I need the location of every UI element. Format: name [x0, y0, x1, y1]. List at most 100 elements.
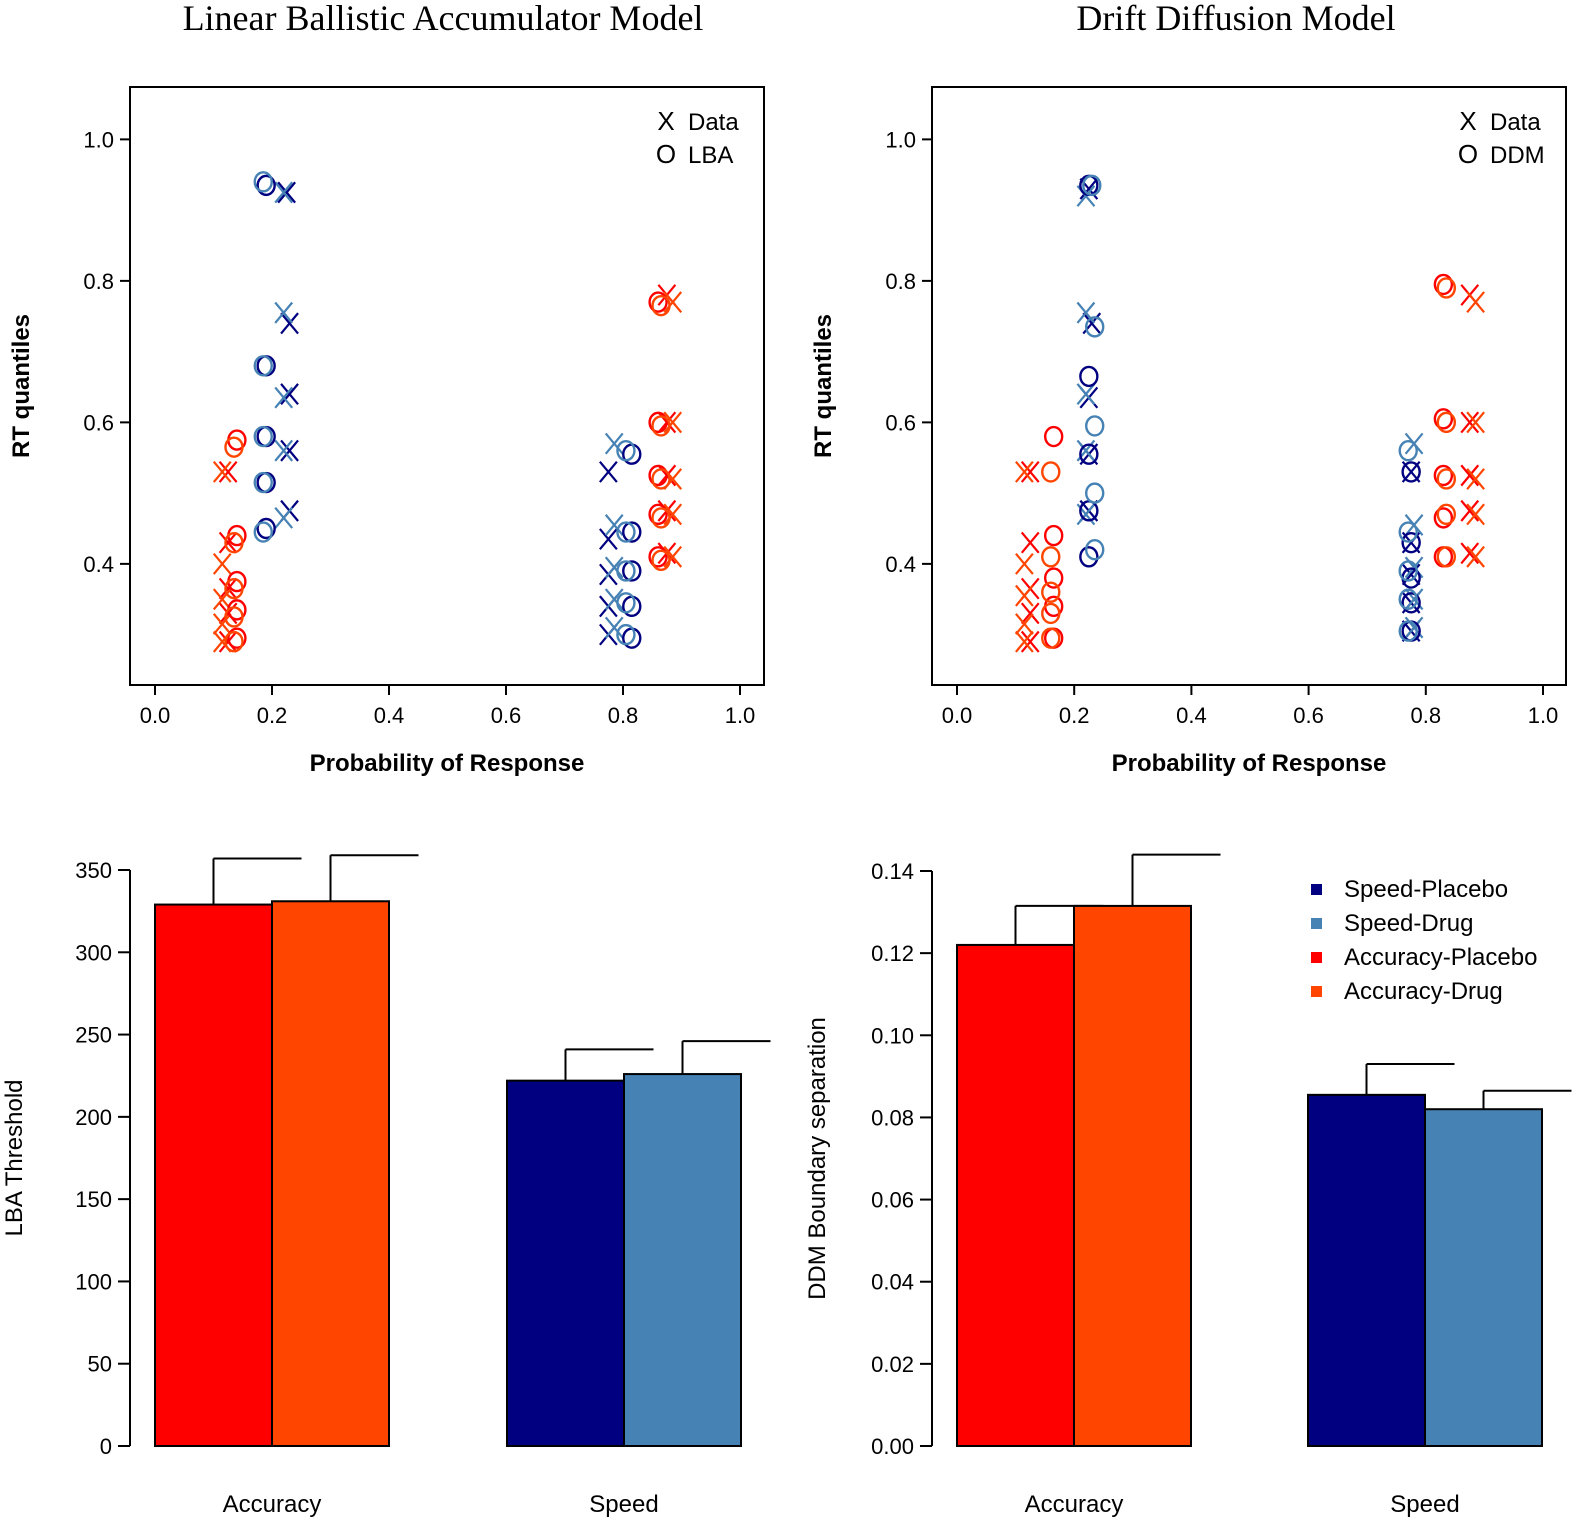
- model-point-o: [1401, 461, 1421, 483]
- legend-swatch: [1311, 952, 1322, 963]
- x-tick-label: 1.0: [1528, 703, 1559, 728]
- y-tick-label: 0.8: [885, 269, 916, 294]
- model-point-o: [253, 521, 273, 543]
- bar-speed-placebo: [506, 1079, 625, 1448]
- data-point-x: [1015, 460, 1034, 483]
- x-tick-label: 0.0: [140, 703, 171, 728]
- bar-speed-drug: [1424, 1108, 1543, 1447]
- x-tick-label: 0.8: [1411, 703, 1442, 728]
- data-point-x: [1076, 383, 1096, 405]
- model-point-o: [1436, 503, 1457, 526]
- model-point-o: [651, 549, 671, 572]
- y-tick-label: 200: [75, 1105, 112, 1130]
- data-point-x: [663, 545, 683, 568]
- data-point-x: [604, 588, 624, 611]
- y-tick-label: 0.04: [871, 1270, 914, 1295]
- model-point-o: [253, 355, 273, 377]
- data-point-x: [663, 291, 683, 314]
- legend-label: Data: [688, 109, 739, 136]
- legend-swatch: [1311, 986, 1322, 997]
- bar-accuracy-placebo: [154, 903, 273, 1447]
- category-label: Accuracy: [1025, 1491, 1124, 1518]
- data-point-x: [280, 312, 299, 335]
- model-point-o: [224, 577, 244, 600]
- model-point-o: [227, 627, 247, 649]
- model-point-o: [1398, 439, 1418, 462]
- model-point-o: [1041, 461, 1061, 483]
- x-tick-label: 0.2: [257, 703, 288, 728]
- model-point-o: [253, 425, 273, 448]
- lba-quantile-plot: 0.0 0.2 0.4 0.6 0.8 1.0 0.4 0.6 0.8 1.0 Probabilit…: [8, 86, 765, 777]
- legend-label: Data: [1490, 109, 1541, 136]
- legend-label: Accuracy-Placebo: [1344, 944, 1537, 971]
- y-tick-label: 250: [75, 1023, 112, 1048]
- x-axis-label: Probability of Response: [310, 750, 585, 777]
- ddm-panel-title: Drift Diffusion Model: [1076, 0, 1395, 38]
- data-point-x: [274, 181, 294, 204]
- model-point-o: [651, 468, 671, 490]
- data-point-x: [1020, 630, 1040, 653]
- x-axis-label: Probability of Response: [1112, 750, 1387, 777]
- legend-label: Speed-Placebo: [1344, 876, 1508, 903]
- y-tick-label: 1.0: [885, 127, 916, 152]
- legend-symbol: X: [1459, 106, 1476, 136]
- model-point-o: [253, 471, 273, 494]
- data-point-x: [274, 439, 294, 462]
- x-tick-label: 0.0: [942, 703, 973, 728]
- data-point-x: [604, 432, 624, 455]
- data-point-x: [1466, 545, 1485, 568]
- plot-frame: [129, 86, 765, 686]
- y-tick-label: 350: [75, 858, 112, 883]
- model-point-o: [648, 464, 668, 487]
- ddm-quantile-plot: 0.0 0.2 0.4 0.6 0.8 1.0 0.4 0.6 0.8 1.0 Probabilit…: [810, 86, 1567, 777]
- data-point-x: [280, 439, 299, 462]
- model-point-o: [648, 503, 668, 526]
- y-tick-label: 150: [75, 1187, 112, 1212]
- x-tick-label: 0.4: [1176, 703, 1207, 728]
- category-label: Speed: [1390, 1491, 1459, 1518]
- model-point-o: [224, 531, 244, 554]
- data-point-x: [274, 386, 294, 409]
- model-point-o: [224, 436, 244, 458]
- data-point-x: [1466, 468, 1485, 490]
- legend-symbol: X: [657, 106, 674, 136]
- model-point-o: [1436, 411, 1457, 434]
- bar-accuracy-placebo: [956, 943, 1075, 1448]
- model-point-o: [616, 592, 636, 614]
- data-point-x: [280, 383, 299, 405]
- y-tick-label: 0.6: [885, 410, 916, 435]
- bar-accuracy-drug: [1073, 904, 1192, 1447]
- data-point-x: [212, 460, 232, 483]
- data-point-x: [1460, 411, 1480, 434]
- data-point-x: [1466, 291, 1485, 314]
- model-point-o: [1043, 425, 1064, 448]
- legend-swatch: [1311, 884, 1322, 895]
- x-tick-label: 0.2: [1059, 703, 1090, 728]
- data-point-x: [1015, 613, 1034, 635]
- x-tick-label: 0.6: [1293, 703, 1324, 728]
- y-axis-label: RT quantiles: [8, 314, 35, 458]
- data-point-x: [212, 613, 232, 635]
- model-point-o: [1079, 546, 1099, 568]
- model-point-o: [1043, 567, 1064, 589]
- y-tick-label: 0.00: [871, 1434, 914, 1459]
- y-tick-label: 0.02: [871, 1352, 914, 1377]
- model-point-o: [1398, 560, 1418, 582]
- model-point-o: [616, 521, 636, 543]
- x-tick-label: 0.6: [491, 703, 522, 728]
- model-point-o: [1433, 273, 1454, 296]
- model-point-o: [1398, 588, 1418, 610]
- model-point-o: [256, 174, 276, 197]
- model-point-o: [1401, 592, 1421, 614]
- lba-panel-title: Linear Ballistic Accumulator Model: [183, 0, 704, 38]
- bar-speed-placebo: [1307, 1093, 1426, 1447]
- y-tick-label: 100: [75, 1269, 112, 1294]
- y-tick-label: 0.10: [871, 1023, 914, 1048]
- model-point-o: [1398, 521, 1418, 543]
- model-point-o: [1041, 602, 1061, 625]
- model-point-o: [1085, 316, 1105, 338]
- model-point-o: [1085, 415, 1105, 437]
- model-point-o: [616, 623, 636, 646]
- bar-speed-drug: [623, 1073, 742, 1448]
- y-tick-label: 0.8: [83, 269, 114, 294]
